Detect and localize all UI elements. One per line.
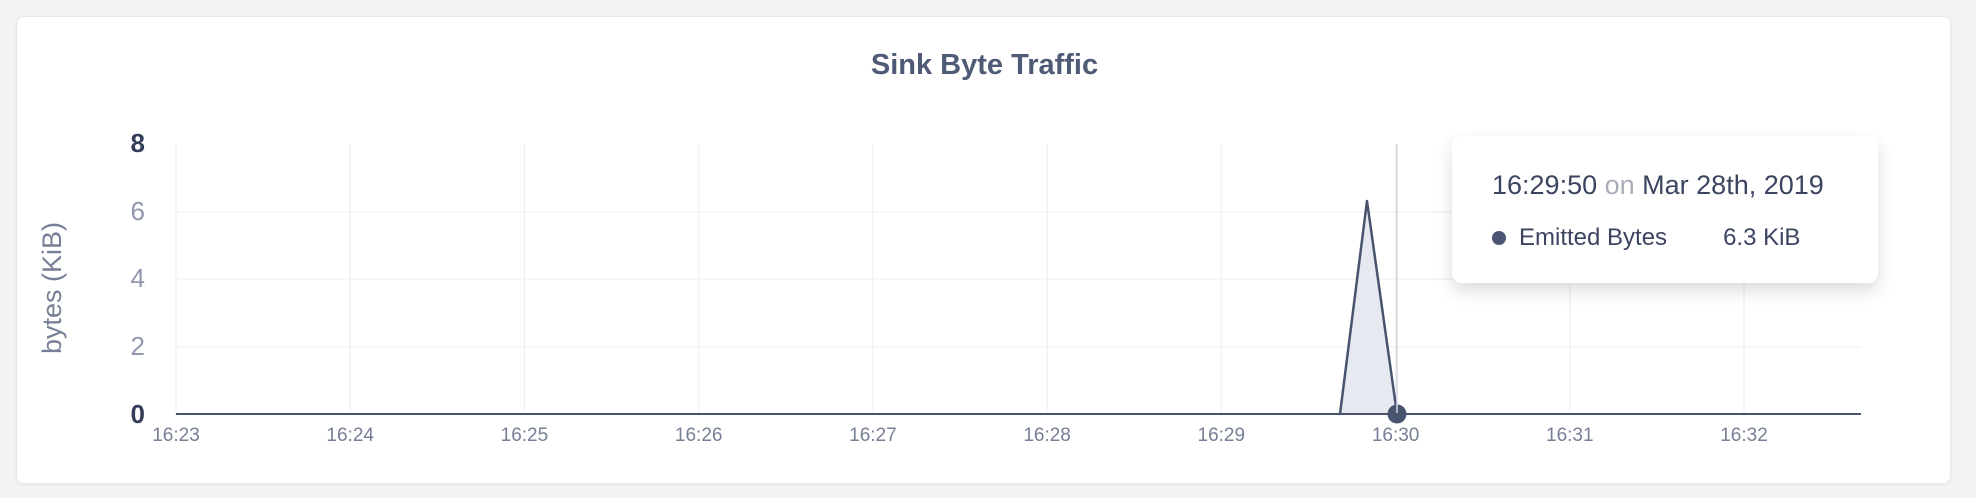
svg-text:16:29: 16:29 (1198, 425, 1246, 446)
svg-text:4: 4 (131, 263, 145, 293)
svg-text:2: 2 (131, 331, 145, 361)
svg-text:16:28: 16:28 (1023, 425, 1071, 446)
svg-text:16:23: 16:23 (152, 425, 200, 446)
svg-text:16:30: 16:30 (1372, 425, 1420, 446)
svg-text:16:24: 16:24 (326, 425, 374, 446)
svg-text:bytes (KiB): bytes (KiB) (37, 222, 67, 354)
svg-text:16:26: 16:26 (675, 425, 723, 446)
svg-text:16:27: 16:27 (849, 425, 897, 446)
svg-text:16:31: 16:31 (1546, 425, 1594, 446)
svg-text:8: 8 (131, 128, 145, 158)
svg-text:16:25: 16:25 (501, 425, 549, 446)
svg-text:0: 0 (131, 399, 145, 429)
svg-text:16:32: 16:32 (1720, 425, 1768, 446)
svg-text:6: 6 (131, 196, 145, 226)
